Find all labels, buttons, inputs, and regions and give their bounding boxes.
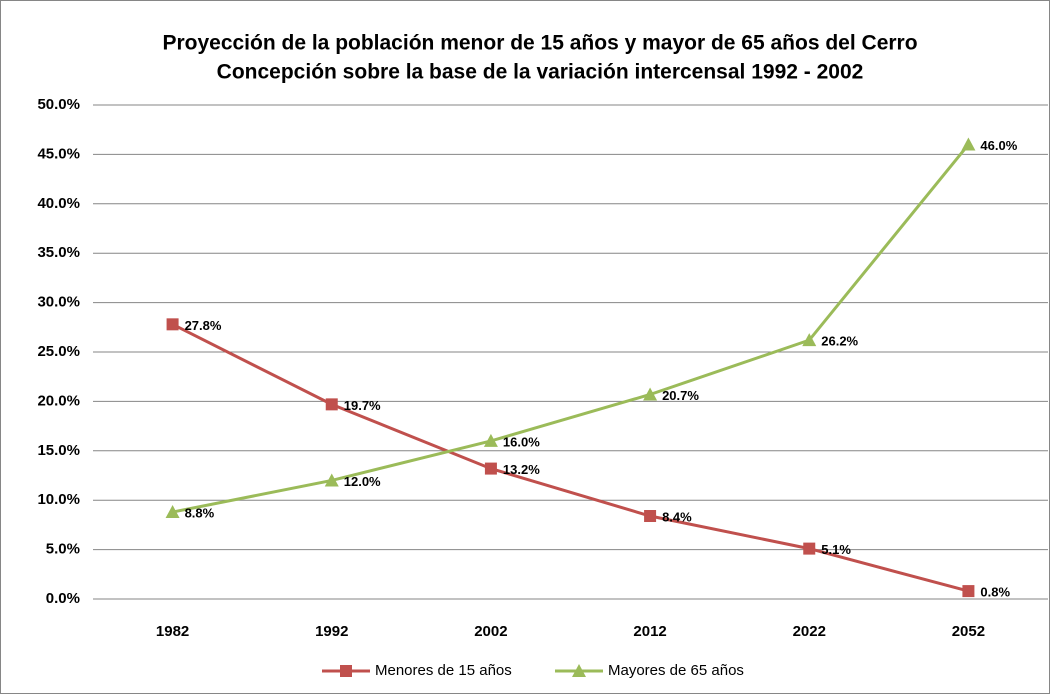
data-label: 26.2% [821,334,858,349]
y-tick-label: 45.0% [37,145,80,162]
data-label: 5.1% [821,542,851,557]
data-label: 12.0% [344,474,381,489]
data-point [484,462,497,475]
x-tick-label: 2052 [952,623,985,640]
data-label: 19.7% [344,398,381,413]
legend-marker [340,665,352,677]
chart-title: Proyección de la población menor de 15 a… [162,32,917,55]
x-tick-label: 1982 [156,623,189,640]
series-line [171,322,969,593]
legend-marker [572,664,586,677]
y-tick-label: 20.0% [37,392,80,409]
data-point [644,510,657,523]
data-point [325,398,338,411]
y-tick-label: 25.0% [37,343,80,360]
y-tick-label: 30.0% [37,294,80,311]
y-tick-label: 35.0% [37,244,80,261]
data-label: 16.0% [503,434,540,449]
data-label: 46.0% [980,138,1017,153]
data-label: 8.4% [662,509,692,524]
y-tick-label: 50.0% [37,96,80,113]
data-label: 0.8% [980,585,1010,600]
y-tick-label: 10.0% [37,491,80,508]
series-line [172,143,970,514]
y-tick-label: 0.0% [46,590,80,607]
legend-label: Menores de 15 años [375,662,512,679]
x-tick-label: 1992 [315,623,348,640]
data-label: 8.8% [185,505,215,520]
chart-title: Concepción sobre la base de la variación… [217,61,864,84]
legend-label: Mayores de 65 años [608,662,744,679]
data-point [802,333,817,347]
y-tick-label: 5.0% [46,541,80,558]
y-tick-label: 40.0% [37,195,80,212]
x-tick-label: 2012 [633,623,666,640]
x-tick-label: 2002 [474,623,507,640]
x-tick-label: 2022 [793,623,826,640]
data-point [961,137,976,151]
data-label: 20.7% [662,388,699,403]
data-label: 13.2% [503,462,540,477]
data-point [643,387,658,401]
data-point [803,542,816,555]
data-point [324,473,339,487]
data-point [166,318,179,331]
data-point [962,585,975,598]
y-tick-label: 15.0% [37,442,80,459]
data-point [483,433,498,447]
data-label: 27.8% [185,318,222,333]
data-point [165,505,180,519]
